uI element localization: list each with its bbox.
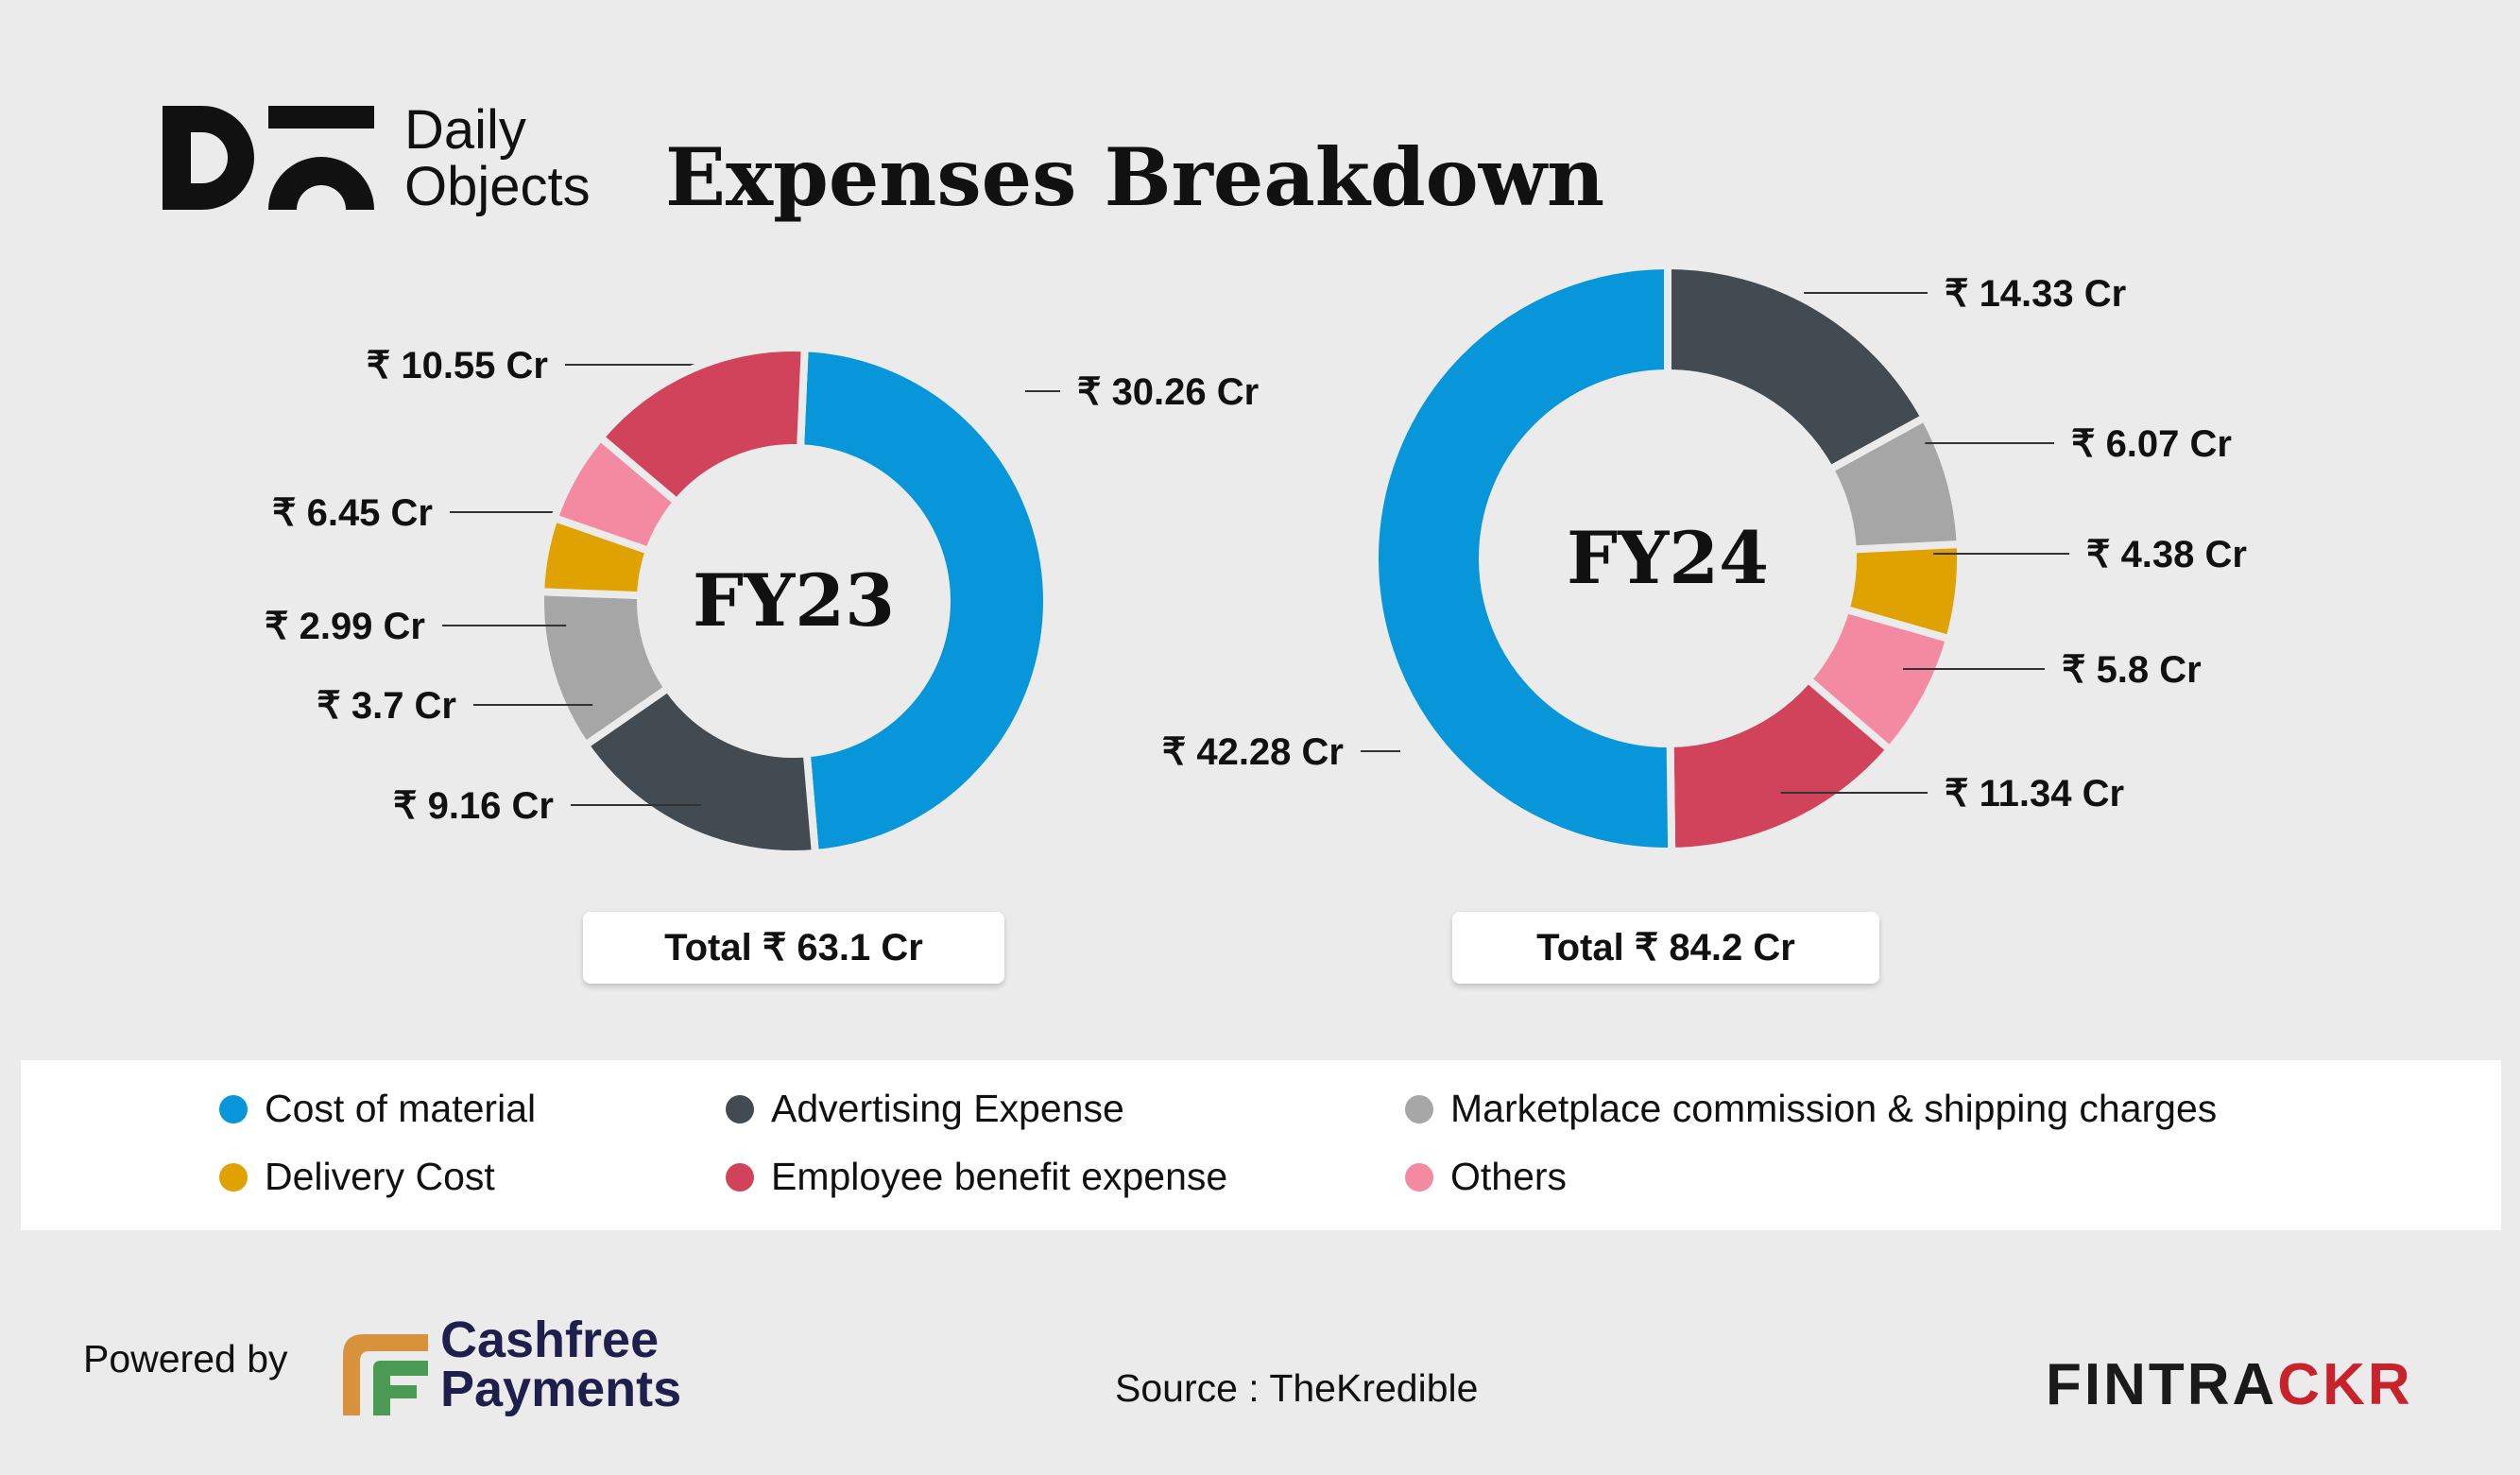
chart-legend: Cost of material Advertising Expense Mar… (21, 1060, 2501, 1230)
fy24-value-label: ₹ 4.38 Cr (2086, 534, 2247, 575)
legend-item-delivery-cost: Delivery Cost (219, 1155, 495, 1199)
source-note: Source : TheKredible (1115, 1366, 1479, 1410)
fy24-center-title: FY24 (1567, 516, 1769, 600)
powered-by-label: Powered by (83, 1337, 288, 1381)
legend-item-others: Others (1405, 1155, 1567, 1199)
fy24-slice-6 (1371, 261, 1676, 855)
fy23-value-label: ₹ 3.7 Cr (317, 685, 456, 727)
brand-name: Daily Objects (404, 102, 591, 215)
fy24-value-label: ₹ 11.34 Cr (1945, 773, 2124, 815)
fy23-value-label: ₹ 9.16 Cr (393, 785, 554, 827)
brand-line-1: Daily (404, 99, 526, 161)
fy23-value-label: ₹ 2.99 Cr (265, 606, 425, 647)
fintrackr-logo: FINTRACKR (2046, 1351, 2413, 1418)
legend-item-employee-benefit: Employee benefit expense (726, 1155, 1227, 1199)
legend-dot (1405, 1162, 1433, 1192)
legend-label: Delivery Cost (265, 1155, 495, 1198)
legend-dot (1405, 1094, 1433, 1123)
legend-label: Cost of material (265, 1087, 537, 1130)
legend-dot (726, 1094, 754, 1123)
fy24-value-label: ₹ 5.8 Cr (2062, 649, 2202, 691)
legend-item-cost-of-material: Cost of material (219, 1087, 536, 1131)
fy24-value-label: ₹ 6.07 Cr (2071, 423, 2232, 465)
daily-objects-logo-icon (163, 106, 374, 210)
fy23-value-label: ₹ 10.55 Cr (367, 345, 548, 386)
fy23-center-title: FY23 (693, 558, 895, 643)
page-title: Expenses Breakdown (665, 130, 1605, 224)
brand-line-2: Objects (404, 156, 591, 217)
fy23-value-label: ₹ 30.26 Cr (1077, 371, 1259, 413)
legend-item-advertising-expense: Advertising Expense (726, 1087, 1124, 1131)
legend-dot (726, 1162, 754, 1192)
fintrackr-part-1: FINTRA (2046, 1352, 2278, 1417)
legend-label: Advertising Expense (771, 1087, 1124, 1130)
fy23-slice-6 (594, 344, 809, 507)
cashfree-logo-icon (343, 1334, 428, 1415)
cashfree-line-1: Cashfree (440, 1312, 660, 1368)
fy23-value-label: ₹ 6.45 Cr (272, 492, 433, 534)
fintrackr-part-2: CKR (2277, 1352, 2413, 1417)
legend-label: Marketplace commission & shipping charge… (1450, 1087, 2218, 1130)
legend-dot (219, 1094, 248, 1123)
legend-dot (219, 1162, 248, 1192)
legend-item-marketplace-commission: Marketplace commission & shipping charge… (1405, 1087, 2217, 1131)
fy23-total-badge: Total ₹ 63.1 Cr (583, 912, 1004, 984)
legend-label: Employee benefit expense (771, 1155, 1228, 1198)
fy24-value-label: ₹ 14.33 Cr (1945, 273, 2126, 315)
fy24-total-badge: Total ₹ 84.2 Cr (1452, 912, 1879, 984)
fy24-slice-1 (1664, 261, 1930, 475)
cashfree-payments-wordmark: Cashfree Payments (440, 1312, 682, 1417)
legend-label: Others (1450, 1155, 1568, 1198)
fy24-value-label: ₹ 42.28 Cr (1162, 731, 1344, 773)
fy23-slice-1 (796, 344, 1051, 858)
cashfree-line-2: Payments (440, 1361, 682, 1417)
